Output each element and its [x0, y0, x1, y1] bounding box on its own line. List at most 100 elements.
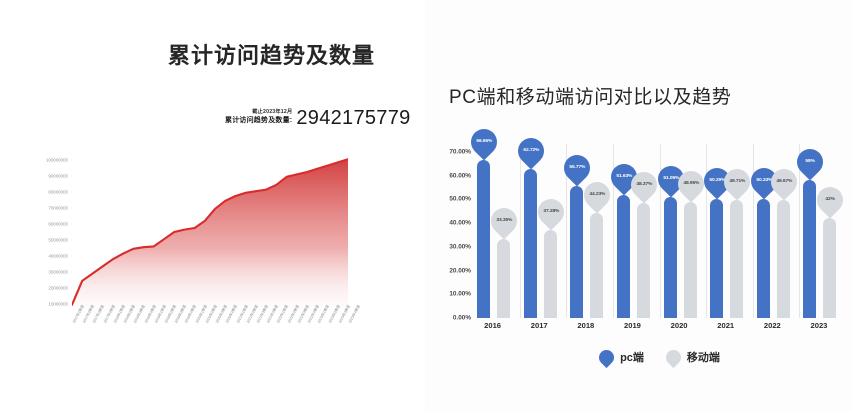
bar-label-pin: 42% — [811, 181, 849, 219]
legend-label: pc端 — [620, 352, 644, 364]
area-y-tick: 60000000 — [48, 221, 68, 227]
bar-value-label: 37.28% — [542, 208, 559, 214]
group-separator — [566, 144, 568, 318]
legend-item-移动端[interactable]: 移动端 — [662, 346, 720, 368]
bar-pc端-2016[interactable] — [477, 159, 490, 318]
bar-y-tick: 20.00% — [449, 267, 471, 275]
bar-x-tick-2020: 2020 — [670, 321, 688, 330]
legend-item-pc端[interactable]: pc端 — [595, 346, 644, 368]
legend-label: 移动端 — [686, 352, 720, 364]
group-separator — [519, 144, 521, 318]
area-chart-x-axis: 2017年1季度 2017年2季度 2017年3季度 2017年4季度 2018年1季度… — [72, 304, 361, 370]
bar-pc端-2022[interactable] — [756, 198, 770, 318]
area-y-tick: 50000000 — [48, 237, 68, 243]
bar-value-label: 51.05% — [662, 175, 679, 181]
bar-chart-plot: 66.65% 33.35% 62.72% 37.28% 55.77% 44.23% 51.6… — [465, 123, 849, 318]
area-y-tick: 40000000 — [48, 253, 68, 259]
bar-pc端-2018[interactable] — [570, 185, 584, 318]
bar-chart-y-axis: 0.00% 10.00% 20.00% 30.00% 40.00% 50.00% 60.00… — [427, 140, 471, 321]
bar-value-label: 55.77% — [569, 164, 586, 170]
kpi-block: 截止2023年12月 累计访问趋势及数量: 2942175779 — [225, 108, 411, 128]
left-chart-title: 累计访问趋势及数量 — [168, 43, 376, 68]
bar-移动端-2023[interactable] — [823, 218, 837, 318]
bar-value-label: 33.35% — [496, 217, 512, 223]
bar-y-tick: 50.00% — [449, 195, 471, 203]
bar-pc端-2017[interactable] — [523, 169, 537, 318]
bar-x-tick-2019: 2019 — [624, 321, 641, 330]
bar-y-tick: 0.00% — [452, 314, 471, 322]
bar-value-label: 51.63% — [615, 174, 632, 180]
bar-group: 55.77% 44.23% — [558, 140, 616, 318]
bar-group: 50.33% 49.67% — [745, 140, 803, 318]
bar-y-tick: 70.00% — [449, 148, 471, 156]
bar-group: 51.05% 48.95% — [652, 140, 709, 318]
area-y-tick: 20000000 — [48, 285, 68, 291]
bar-移动端-2016[interactable] — [497, 238, 510, 318]
bar-group: 66.65% 33.35% — [465, 123, 523, 318]
pc-mobile-panel: PC端和移动端访问对比以及趋势 0.00% 10.00% 20.00% 30.00% 4… — [425, 0, 852, 411]
area-line — [72, 158, 348, 306]
bar-value-label: 50.33% — [755, 177, 772, 183]
area-y-tick: 100000000 — [45, 157, 68, 163]
bar-y-tick: 30.00% — [449, 243, 471, 251]
bar-x-tick-2023: 2023 — [810, 321, 828, 330]
area-fill — [72, 159, 348, 320]
bar-x-tick-2018: 2018 — [577, 321, 595, 330]
bar-group: 58% 42% — [791, 140, 849, 318]
bar-x-tick-2016: 2016 — [484, 321, 502, 330]
area-y-tick: 10000000 — [48, 301, 68, 307]
bar-value-label: 48.95% — [682, 180, 699, 186]
group-separator — [612, 144, 614, 318]
area-chart-svg — [72, 158, 348, 320]
bar-chart-x-axis: 2016 2017 2018 2019 2020 2021 2022 2023 — [473, 321, 846, 337]
bar-移动端-2019[interactable] — [636, 203, 650, 318]
legend-marker-icon — [595, 346, 618, 368]
kpi-label-group: 截止2023年12月 累计访问趋势及数量: — [225, 109, 292, 128]
bar-chart: 0.00% 10.00% 20.00% 30.00% 40.00% 50.00% 60.00… — [425, 123, 852, 368]
area-chart-y-axis: 10000000 20000000 30000000 40000000 50000000… — [18, 152, 70, 320]
area-y-tick: 70000000 — [48, 205, 68, 211]
kpi-sub-label: 截止2023年12月 — [252, 109, 293, 115]
cumulative-visits-panel: 累计访问趋势及数量 截止2023年12月 累计访问趋势及数量: 29421757… — [0, 0, 425, 411]
group-separator — [799, 144, 801, 318]
kpi-value: 2942175779 — [296, 107, 411, 129]
bar-value-label: 62.72% — [522, 147, 539, 153]
bar-移动端-2018[interactable] — [590, 213, 604, 318]
bar-x-tick-2022: 2022 — [763, 321, 781, 330]
legend-marker-icon — [662, 346, 685, 368]
group-separator — [706, 144, 708, 318]
bar-label-pin: 44.23% — [578, 176, 616, 214]
bar-value-label: 44.23% — [589, 191, 606, 197]
bar-移动端-2021[interactable] — [730, 200, 744, 318]
bar-x-tick-2021: 2021 — [717, 321, 735, 330]
group-separator — [659, 144, 661, 318]
bar-value-label: 58% — [805, 158, 816, 164]
bar-pc端-2021[interactable] — [710, 198, 724, 318]
bar-y-tick: 60.00% — [449, 172, 471, 180]
bar-label-pin: 33.35% — [485, 202, 523, 240]
bar-value-label: 42% — [825, 196, 836, 202]
bar-value-label: 48.37% — [635, 181, 652, 187]
bar-chart-legend: pc端 移动端 — [473, 345, 846, 369]
bar-group: 50.29% 49.71% — [698, 140, 756, 318]
bar-label-pin: 37.28% — [532, 193, 570, 230]
area-y-tick: 30000000 — [48, 269, 68, 275]
kpi-label: 累计访问趋势及数量: — [225, 117, 293, 124]
bar-group: 51.63% 48.37% — [605, 140, 663, 318]
bar-移动端-2022[interactable] — [776, 200, 790, 318]
group-separator — [752, 144, 754, 318]
area-y-tick: 80000000 — [48, 189, 68, 195]
area-chart: 10000000 20000000 30000000 40000000 50000000… — [18, 152, 361, 327]
bar-y-tick: 40.00% — [449, 219, 471, 227]
bar-pc端-2019[interactable] — [616, 195, 630, 318]
right-chart-title: PC端和移动端访问对比以及趋势 — [449, 87, 732, 108]
area-y-tick: 90000000 — [48, 173, 68, 179]
bar-pc端-2020[interactable] — [663, 196, 677, 318]
bar-移动端-2017[interactable] — [543, 229, 557, 318]
bar-value-label: 49.71% — [729, 178, 746, 184]
bar-pc端-2023[interactable] — [803, 180, 817, 318]
bar-移动端-2020[interactable] — [683, 201, 697, 318]
bar-y-tick: 10.00% — [449, 290, 471, 298]
bar-x-tick-2017: 2017 — [530, 321, 548, 330]
